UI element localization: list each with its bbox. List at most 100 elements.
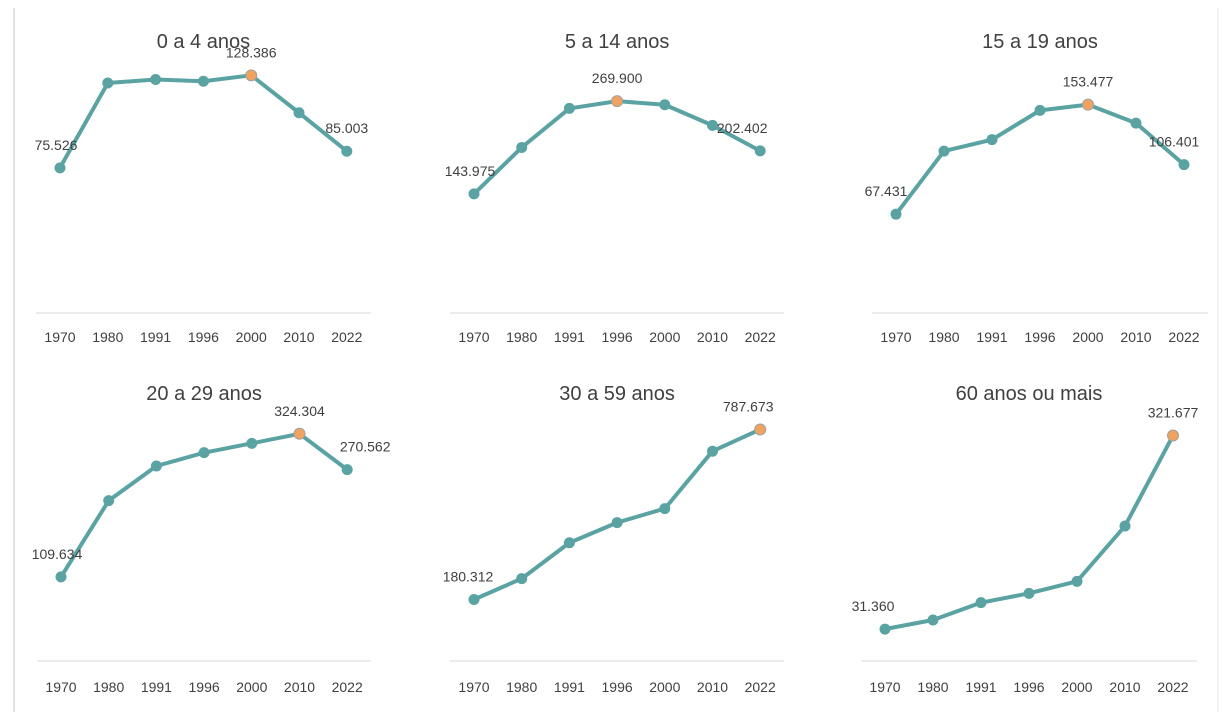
x-tick-label: 2000 [1072, 329, 1103, 345]
x-tick-label: 2000 [236, 679, 267, 695]
x-tick-label: 2010 [1109, 679, 1140, 695]
chart-title: 60 anos ou mais [956, 383, 1103, 405]
data-point [516, 141, 528, 153]
chart-panel: 30 a 59 anos 1970 1980 1991 1996 2000 2010 2022… [443, 383, 785, 695]
data-label: 180.312 [443, 569, 494, 585]
x-tick-label: 2000 [649, 679, 680, 695]
x-tick-label: 2010 [283, 329, 314, 345]
chart-title: 0 a 4 anos [157, 31, 250, 53]
data-label: 202.402 [717, 120, 768, 136]
data-label: 75.526 [35, 137, 78, 153]
data-point [975, 597, 987, 609]
data-label: 153.477 [1063, 74, 1114, 90]
x-tick-label: 2010 [1120, 329, 1151, 345]
x-tick-label: 1996 [189, 679, 220, 695]
x-tick-label: 1996 [188, 329, 219, 345]
series-line [58, 73, 349, 170]
data-point [102, 77, 114, 89]
data-point [707, 445, 718, 457]
chart-panel: 0 a 4 anos 1970 1980 1991 1996 2000 2010 2022 75… [35, 31, 371, 345]
x-tick-label: 2000 [236, 329, 267, 345]
data-point [890, 208, 902, 220]
x-tick-label: 2000 [1061, 679, 1092, 695]
data-label: 321.677 [1148, 405, 1199, 421]
highlight-point [754, 423, 767, 436]
data-point [707, 119, 718, 131]
x-tick-label: 1970 [458, 679, 489, 695]
x-tick-label: 1970 [44, 329, 75, 345]
x-tick-label: 1980 [917, 679, 948, 695]
x-tick-label: 1980 [928, 329, 959, 345]
data-point [986, 134, 998, 146]
data-label: 270.562 [340, 439, 391, 455]
data-point [341, 145, 353, 157]
data-point [293, 107, 305, 119]
chart-panel: 60 anos ou mais 1970 1980 1991 1996 2000 2010 2… [852, 383, 1199, 695]
x-tick-label: 1991 [554, 329, 585, 345]
highlight-point [1167, 429, 1179, 442]
data-label: 67.431 [865, 183, 908, 199]
x-tick-label: 1970 [458, 329, 489, 345]
x-tick-label: 2000 [649, 329, 680, 345]
x-tick-label: 1980 [93, 679, 124, 695]
x-tick-label: 2010 [697, 329, 728, 345]
chart-panel: 15 a 19 anos 1970 1980 1991 1996 2000 2010 2022… [865, 31, 1208, 345]
x-tick-label: 2022 [332, 679, 363, 695]
x-tick-label: 1991 [976, 329, 1007, 345]
data-point [246, 437, 258, 449]
data-point [938, 145, 950, 157]
data-point [197, 75, 209, 87]
x-tick-label: 2022 [331, 329, 362, 345]
x-tick-label: 1996 [1013, 679, 1044, 695]
x-tick-label: 2010 [697, 679, 728, 695]
data-point [468, 188, 480, 200]
data-label: 269.900 [592, 70, 643, 86]
x-tick-label: 1991 [141, 679, 172, 695]
data-point [563, 537, 575, 549]
x-tick-label: 2022 [745, 679, 776, 695]
x-tick-label: 2022 [745, 329, 776, 345]
data-label: 143.975 [445, 163, 496, 179]
data-point [516, 573, 528, 585]
data-point [468, 594, 480, 606]
data-point [341, 464, 353, 476]
data-point [1071, 575, 1083, 587]
data-point [659, 99, 671, 111]
x-tick-label: 1980 [506, 679, 537, 695]
chart-title: 20 a 29 anos [146, 383, 262, 405]
data-label: 324.304 [274, 403, 325, 419]
data-label: 106.401 [1149, 134, 1200, 150]
chart-title: 5 a 14 anos [565, 31, 670, 53]
x-tick-label: 1980 [506, 329, 537, 345]
highlight-point [611, 95, 624, 108]
data-point [754, 145, 766, 157]
x-tick-label: 1991 [140, 329, 171, 345]
data-point [1034, 104, 1046, 116]
data-point [927, 614, 939, 626]
data-point [1023, 587, 1035, 599]
x-tick-label: 1980 [92, 329, 123, 345]
data-point [563, 102, 575, 114]
data-point [1178, 159, 1190, 171]
data-point [1130, 117, 1142, 129]
highlight-point [1082, 98, 1094, 111]
x-tick-label: 2022 [1168, 329, 1199, 345]
x-tick-label: 1970 [869, 679, 900, 695]
x-tick-label: 1996 [602, 329, 633, 345]
x-tick-label: 1991 [554, 679, 585, 695]
data-point [1119, 520, 1131, 532]
x-tick-label: 1996 [1024, 329, 1055, 345]
x-tick-label: 1970 [880, 329, 911, 345]
data-point [659, 503, 671, 515]
data-point [103, 495, 115, 507]
x-tick-label: 1991 [965, 679, 996, 695]
series-line [883, 433, 1175, 632]
data-point [611, 517, 623, 529]
chart-panel: 5 a 14 anos 1970 1980 1991 1996 2000 2010 2022 1… [445, 31, 785, 345]
x-tick-label: 1970 [45, 679, 76, 695]
data-point [54, 162, 66, 174]
x-tick-label: 1996 [602, 679, 633, 695]
data-point [150, 460, 162, 472]
